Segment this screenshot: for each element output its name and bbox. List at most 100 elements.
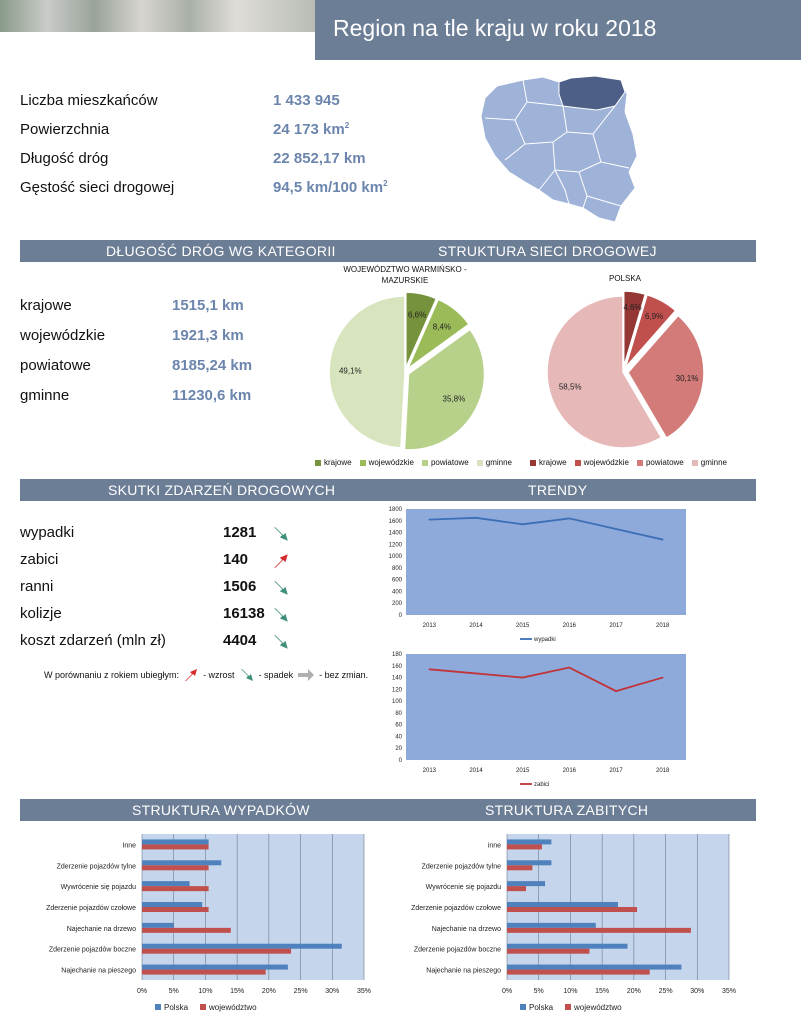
section-title-fatality-structure: STRUKTURA ZABITYCH — [485, 802, 649, 818]
stat-label-population: Liczba mieszkańców — [20, 92, 158, 109]
accident-label-wypadki: wypadki — [20, 524, 75, 541]
x-tick-label: 2017 — [609, 623, 623, 629]
category-label-zderzenie-pojazdow-czolowe: Zderzenie pojazdów czołowe — [46, 905, 136, 912]
bar-wojewodztwo-wywrocenie-sie-pojazdu — [507, 886, 527, 892]
legend-swatch — [421, 459, 428, 466]
category-label-najechanie-na-pieszego: Najechanie na pieszego — [61, 968, 136, 975]
y-tick-label: 100 — [392, 699, 403, 705]
x-tick-label: 5% — [534, 988, 544, 995]
pie-label-gminne: 49,1% — [339, 367, 362, 376]
y-tick-label: 800 — [392, 566, 403, 572]
pie-slice-wojewodzkie — [405, 298, 471, 372]
trend-legend-same: - bez zmian. — [319, 670, 369, 680]
y-tick-label: 0 — [399, 758, 403, 764]
stat-value-density: 94,5 km/100 km2 — [273, 179, 388, 196]
legend-swatch — [574, 459, 581, 466]
bar-wojewodztwo-zderzenie-pojazdow-tylne — [507, 865, 533, 871]
arrow-down-icon — [274, 635, 288, 649]
y-tick-label: 400 — [392, 589, 403, 595]
legend-swatch — [359, 459, 366, 466]
legend-swatch — [476, 459, 483, 466]
x-tick-label: 2015 — [516, 623, 530, 629]
x-tick-label: 30% — [690, 988, 704, 995]
legend-swatch — [691, 459, 698, 466]
x-tick-label: 10% — [198, 988, 212, 995]
road-value-gminne: 11230,6 km — [172, 387, 252, 404]
bar-polska-inne — [142, 839, 209, 845]
pie2-legend: krajowe wojewódzkie powiatowe gminne — [530, 458, 727, 467]
line-chart-fatalities: 0 20 40 60 80 100 120 140 160 180 2013 2014 2015 2016… — [392, 652, 686, 788]
legend-label: wojewódzkie — [368, 458, 414, 467]
data-point — [661, 538, 664, 541]
data-point — [615, 528, 617, 530]
x-tick-label: 20% — [627, 988, 641, 995]
legend-swatch — [565, 1004, 571, 1010]
legend-item-powiatowe: powiatowe — [421, 458, 469, 467]
bar-wojewodztwo-inne — [142, 844, 209, 850]
category-label-najechanie-na-drzewo: Najechanie na drzewo — [67, 926, 136, 933]
legend-swatch — [530, 459, 536, 466]
x-tick-label: 2015 — [516, 768, 530, 774]
arrow-down-icon — [274, 581, 288, 595]
y-tick-label: 20 — [395, 746, 402, 752]
arrow-up-icon — [274, 554, 288, 568]
stat-value-area: 24 173 km2 — [273, 121, 350, 138]
pie-chart-region: 6,6% 8,4% 35,8% 49,1% — [328, 291, 486, 451]
page-title: Region na tle kraju w roku 2018 — [333, 15, 657, 41]
accident-label-ranni: ranni — [20, 578, 54, 595]
x-tick-label: 2017 — [609, 768, 623, 774]
bar-wojewodztwo-najechanie-na-pieszego — [142, 969, 266, 975]
y-tick-label: 40 — [395, 734, 402, 740]
bar-polska-najechanie-na-drzewo — [142, 922, 174, 928]
road-value-powiatowe: 8185,24 km — [172, 357, 253, 374]
arrow-up-icon — [185, 669, 198, 681]
section-title-network-structure: STRUKTURA SIECI DROGOWEJ — [438, 243, 657, 259]
legend-item-gminne: gminne — [691, 458, 727, 467]
road-value-krajowe: 1515,1 km — [172, 297, 244, 314]
y-tick-label: 1200 — [389, 542, 403, 548]
x-tick-label: 2013 — [423, 768, 437, 774]
pie-slice-krajowe — [405, 291, 438, 369]
data-point — [475, 517, 477, 519]
y-tick-label: 120 — [392, 687, 403, 693]
category-label-zderzenie-pojazdow-czolowe: Zderzenie pojazdów czołowe — [411, 905, 501, 912]
x-tick-label: 0% — [502, 988, 512, 995]
data-point — [568, 517, 571, 520]
header-photo — [0, 0, 315, 32]
x-tick-label: 5% — [169, 988, 179, 995]
bar-polska-najechanie-na-pieszego — [142, 964, 288, 970]
header-title-bar — [315, 0, 801, 60]
category-label-najechanie-na-drzewo: Najechanie na drzewo — [432, 926, 501, 933]
plot-area — [406, 654, 686, 760]
series-line-wypadki — [429, 516, 663, 541]
line-chart-accidents: 0 200 400 600 800 1000 1200 1400 1600 1800 2013 201… — [389, 507, 686, 643]
bar-polska-wywrocenie-sie-pojazdu — [507, 881, 546, 887]
road-label-gminne: gminne — [20, 387, 70, 404]
pie1-legend: krajowe wojewódzkie powiatowe gminne — [315, 458, 512, 467]
data-point — [661, 676, 664, 679]
data-point — [475, 672, 477, 675]
legend-label: gminne — [485, 458, 512, 467]
category-label-wywrocenie-sie-pojazdu: Wywrócenie się pojazdu — [61, 884, 137, 891]
category-label-zderzenie-pojazdow-boczne: Zderzenie pojazdów boczne — [414, 947, 501, 954]
trend-legend-up: - wzrost — [203, 670, 235, 680]
legend-label: gminne — [700, 458, 727, 467]
bar-wojewodztwo-zderzenie-pojazdow-tylne — [142, 865, 209, 871]
poland-map — [480, 75, 638, 223]
x-tick-label: 2014 — [469, 623, 483, 629]
bar-polska-zderzenie-pojazdow-boczne — [142, 943, 342, 949]
bar-polska-zderzenie-pojazdow-boczne — [507, 943, 628, 949]
series-line-zabici — [429, 666, 663, 693]
bar-polska-wywrocenie-sie-pojazdu — [142, 881, 190, 887]
pie-slice-gminne — [546, 295, 663, 449]
section-title-trends: TRENDY — [528, 482, 588, 498]
category-label-zderzenie-pojazdow-tylne: Zderzenie pojazdów tylne — [57, 863, 136, 870]
bar-polska-inne — [507, 839, 552, 845]
legend-item-krajowe: krajowe — [530, 458, 567, 467]
section-title-accident-structure: STRUKTURA WYPADKÓW — [132, 802, 310, 818]
pie-slice-gminne — [328, 295, 406, 449]
legend-swatch — [155, 1004, 161, 1010]
y-tick-label: 200 — [392, 601, 403, 607]
legend-swatch — [200, 1004, 206, 1010]
x-tick-label: 10% — [563, 988, 577, 995]
